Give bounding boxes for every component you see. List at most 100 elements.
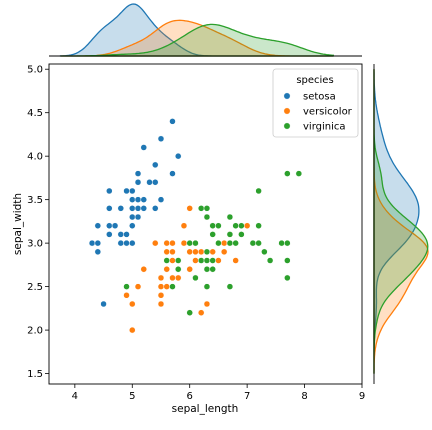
scatter-point-virginica (284, 239, 291, 247)
scatter-point-setosa (146, 179, 153, 186)
scatter-point-setosa (134, 205, 142, 212)
scatter-point-virginica (203, 205, 211, 212)
x-tick-label: 6 (187, 391, 193, 402)
legend-label-setosa: setosa (303, 92, 336, 103)
scatter-point-versicolor (157, 300, 165, 308)
scatter-point-versicolor (220, 239, 228, 247)
y-tick-label: 4.5 (27, 108, 43, 119)
scatter-point-setosa (140, 205, 148, 212)
scatter-point-setosa (169, 118, 176, 125)
scatter-point-setosa (157, 135, 165, 143)
scatter-point-virginica (238, 231, 245, 238)
scatter-point-virginica (203, 265, 211, 273)
scatter-point-setosa (117, 231, 125, 238)
scatter-point-virginica (203, 283, 211, 290)
scatter-point-virginica (197, 205, 205, 212)
scatter-point-setosa (88, 239, 96, 247)
scatter-point-virginica (169, 283, 176, 290)
scatter-point-versicolor (152, 239, 159, 247)
scatter-point-setosa (111, 222, 119, 229)
y-tick-label: 3.0 (27, 239, 43, 250)
legend-box (272, 68, 359, 138)
scatter-point-versicolor (180, 222, 188, 229)
legend-label-versicolor: versicolor (303, 107, 353, 118)
scatter-point-virginica (278, 239, 285, 247)
scatter-point-setosa (152, 205, 159, 212)
scatter-point-virginica (255, 222, 262, 229)
scatter-point-setosa (129, 187, 136, 195)
scatter-point-virginica (232, 239, 239, 247)
scatter-point-versicolor (186, 265, 193, 273)
scatter-point-virginica (174, 257, 182, 264)
y-tick-label: 4.0 (27, 152, 43, 163)
scatter-point-setosa (129, 222, 136, 229)
scatter-point-virginica (226, 231, 234, 238)
x-tick-label: 7 (244, 391, 250, 402)
scatter-point-versicolor (163, 265, 170, 273)
scatter-point-versicolor (163, 239, 170, 247)
scatter-point-virginica (215, 239, 222, 247)
main-axes-frame (48, 63, 363, 385)
scatter-point-setosa (94, 248, 102, 256)
scatter-point-setosa (117, 205, 125, 212)
right-marginal-kde (373, 64, 429, 384)
scatter-point-setosa (123, 231, 130, 238)
scatter-point-setosa (129, 196, 136, 203)
scatter-point-versicolor (174, 274, 182, 282)
scatter-point-versicolor (197, 309, 205, 316)
scatter-point-setosa (94, 239, 102, 247)
y-tick-label: 2.5 (27, 282, 43, 293)
scatter-point-versicolor (129, 300, 136, 308)
scatter-point-virginica (186, 239, 193, 247)
scatter-point-virginica (266, 257, 274, 264)
scatter-point-virginica (226, 283, 234, 290)
scatter-point-versicolor (157, 292, 165, 299)
x-axis-ticks: 4 5 6 7 8 9 (72, 384, 365, 402)
x-tick-label: 9 (359, 391, 365, 402)
x-axis-label: sepal_length (172, 403, 239, 415)
scatter-point-virginica (203, 213, 211, 221)
scatter-point-setosa (106, 187, 113, 195)
scatter-point-versicolor (197, 248, 205, 256)
scatter-point-versicolor (129, 326, 136, 334)
scatter-point-virginica (226, 213, 234, 221)
scatter-point-versicolor (157, 274, 165, 282)
scatter-point-virginica (192, 239, 199, 247)
x-tick-label: 8 (301, 391, 307, 402)
scatter-point-virginica (197, 257, 205, 264)
scatter-point-versicolor (169, 274, 176, 282)
scatter-point-setosa (134, 179, 142, 186)
scatter-point-versicolor (220, 248, 228, 256)
legend-marker-setosa (283, 92, 291, 100)
scatter-point-virginica (284, 170, 291, 177)
scatter-point-setosa (123, 187, 130, 195)
y-tick-label: 2.0 (27, 326, 43, 337)
legend: species setosa versicolor virginica (272, 68, 359, 138)
scatter-point-versicolor (192, 257, 199, 264)
scatter-point-virginica (186, 309, 193, 316)
y-axis-ticks: 1.5 2.0 2.5 3.0 3.5 4.0 4.5 5.0 (27, 65, 49, 380)
scatter-point-versicolor (169, 257, 176, 264)
x-tick-label: 4 (72, 391, 78, 402)
scatter-point-versicolor (192, 248, 199, 256)
scatter-point-virginica (226, 239, 234, 247)
top-kde-virginica (60, 23, 334, 57)
scatter-point-setosa (129, 239, 136, 247)
scatter-point-setosa (134, 196, 142, 203)
scatter-point-virginica (232, 222, 239, 229)
scatter-point-versicolor (134, 283, 142, 290)
scatter-point-virginica (123, 283, 130, 290)
scatter-point-versicolor (243, 222, 251, 229)
scatter-point-setosa (157, 196, 165, 203)
scatter-point-setosa (152, 161, 159, 169)
scatter-point-setosa (117, 239, 125, 247)
scatter-point-versicolor (186, 248, 193, 256)
scatter-point-virginica (261, 248, 268, 256)
scatter-point-versicolor (163, 248, 170, 256)
legend-marker-versicolor (283, 107, 291, 115)
scatter-point-virginica (255, 239, 262, 247)
scatter-point-setosa (129, 213, 136, 221)
scatter-point-virginica (284, 274, 291, 282)
scatter-point-virginica (215, 222, 222, 229)
